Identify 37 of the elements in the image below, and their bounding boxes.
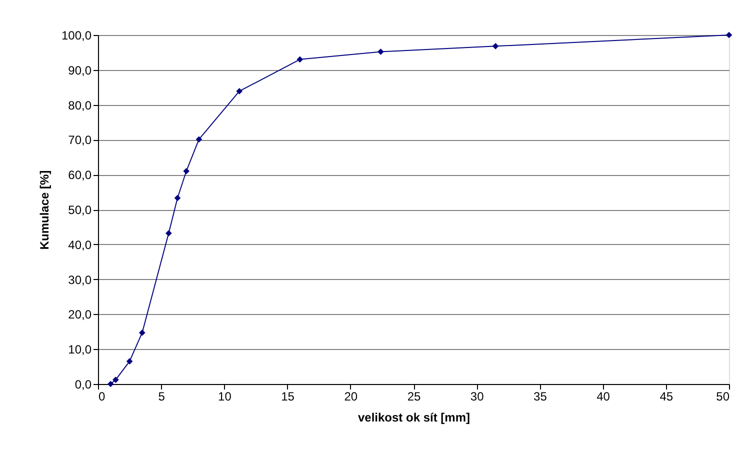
x-tick-label: 40 (596, 390, 610, 404)
x-tick-label: 20 (344, 390, 358, 404)
point (378, 48, 384, 55)
y-tick-label: 70,0 (68, 133, 92, 148)
x-axis-title: velikost ok sít [mm] (358, 410, 470, 424)
x-tick-label: 25 (407, 390, 421, 404)
y-tick-label: 0,0 (74, 378, 92, 392)
point (166, 230, 172, 236)
x-tick-label: 35 (534, 390, 548, 404)
x-tick-label: 5 (158, 390, 166, 404)
point (726, 32, 732, 38)
y-tick-label: 80,0 (68, 98, 92, 112)
x-tick-label: 45 (660, 390, 674, 404)
x-tick-label: 10 (218, 390, 232, 404)
point (196, 136, 202, 143)
point (107, 380, 114, 388)
y-tick-label: 60,0 (68, 168, 92, 182)
x-tick-label: 15 (281, 390, 295, 404)
point (236, 88, 243, 94)
point (139, 330, 146, 336)
point (174, 194, 181, 202)
point (296, 56, 304, 63)
y-tick-label: 50,0 (68, 203, 92, 217)
y-tick-label: 30,0 (68, 272, 92, 287)
y-tick-label: 20,0 (68, 308, 92, 322)
y-tick-label: 10,0 (68, 342, 92, 357)
x-tick-label: 0 (98, 390, 106, 404)
point (183, 168, 190, 174)
y-axis-title: Kumulace [%] (37, 170, 52, 250)
y-tick-label: 90,0 (68, 63, 92, 78)
y-tick-label: 100,0 (61, 28, 92, 42)
y-tick-label: 40,0 (68, 238, 92, 252)
x-tick-label: 50 (716, 390, 730, 404)
point (492, 43, 499, 50)
x-tick-label: 30 (470, 390, 484, 404)
point (126, 358, 133, 364)
point (112, 376, 119, 383)
